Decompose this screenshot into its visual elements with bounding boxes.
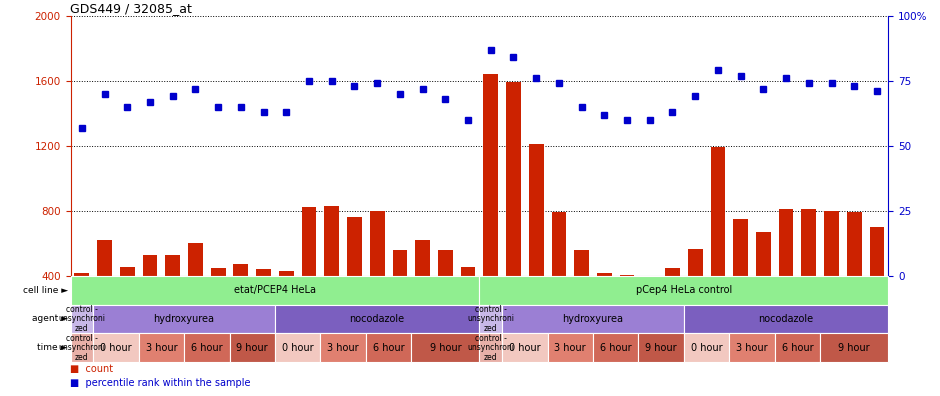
Text: 6 hour: 6 hour xyxy=(373,343,404,353)
Text: 9 hour: 9 hour xyxy=(646,343,677,353)
Bar xyxy=(143,255,157,341)
Bar xyxy=(184,333,229,362)
Bar xyxy=(711,147,726,341)
Bar xyxy=(502,333,547,362)
Bar xyxy=(729,333,775,362)
Bar xyxy=(93,305,274,333)
Text: ■  count: ■ count xyxy=(70,364,114,374)
Bar xyxy=(756,232,771,341)
Bar xyxy=(369,211,384,341)
Text: etat/PCEP4 HeLa: etat/PCEP4 HeLa xyxy=(234,285,316,295)
Text: cell line ►: cell line ► xyxy=(23,286,68,295)
Bar xyxy=(574,249,589,341)
Bar xyxy=(778,209,793,341)
Text: 9 hour: 9 hour xyxy=(430,343,462,353)
Bar xyxy=(820,333,888,362)
Bar xyxy=(479,276,888,305)
Text: control -
unsynchroni
zed: control - unsynchroni zed xyxy=(58,334,105,362)
Text: 0 hour: 0 hour xyxy=(691,343,722,353)
Text: control -
unsynchroni
zed: control - unsynchroni zed xyxy=(467,305,514,333)
Text: GDS449 / 32085_at: GDS449 / 32085_at xyxy=(70,2,193,15)
Bar xyxy=(479,333,502,362)
Bar xyxy=(479,305,502,333)
Bar xyxy=(683,333,729,362)
Bar xyxy=(529,144,543,341)
Bar xyxy=(233,264,248,341)
Text: 9 hour: 9 hour xyxy=(237,343,268,353)
Bar xyxy=(847,212,862,341)
Bar xyxy=(683,305,888,333)
Bar xyxy=(666,268,680,341)
Bar xyxy=(257,269,271,341)
Text: pCep4 HeLa control: pCep4 HeLa control xyxy=(635,285,732,295)
Bar xyxy=(302,208,317,341)
Bar xyxy=(70,276,479,305)
Bar xyxy=(165,255,180,341)
Text: control -
unsynchroni
zed: control - unsynchroni zed xyxy=(467,334,514,362)
Bar xyxy=(733,219,748,341)
Bar xyxy=(70,305,93,333)
Bar xyxy=(415,240,430,341)
Text: 0 hour: 0 hour xyxy=(282,343,313,353)
Bar xyxy=(461,267,476,341)
Text: hydroxyurea: hydroxyurea xyxy=(153,314,214,324)
Bar xyxy=(138,333,184,362)
Text: nocodazole: nocodazole xyxy=(350,314,405,324)
Bar xyxy=(412,333,479,362)
Text: 3 hour: 3 hour xyxy=(146,343,177,353)
Text: control -
unsynchroni
zed: control - unsynchroni zed xyxy=(58,305,105,333)
Bar xyxy=(321,333,366,362)
Text: agent ►: agent ► xyxy=(32,314,68,324)
Text: ■  percentile rank within the sample: ■ percentile rank within the sample xyxy=(70,378,251,388)
Bar xyxy=(70,333,93,362)
Bar xyxy=(870,227,885,341)
Bar xyxy=(347,217,362,341)
Text: 6 hour: 6 hour xyxy=(782,343,813,353)
Text: 3 hour: 3 hour xyxy=(327,343,359,353)
Text: 6 hour: 6 hour xyxy=(600,343,632,353)
Bar xyxy=(483,74,498,341)
Bar xyxy=(824,211,838,341)
Text: 6 hour: 6 hour xyxy=(191,343,223,353)
Text: 0 hour: 0 hour xyxy=(101,343,132,353)
Bar xyxy=(120,268,134,341)
Bar xyxy=(506,82,521,341)
Bar xyxy=(97,240,112,341)
Text: 9 hour: 9 hour xyxy=(838,343,870,353)
Bar xyxy=(438,249,453,341)
Text: nocodazole: nocodazole xyxy=(759,314,814,324)
Bar xyxy=(688,249,702,341)
Bar xyxy=(229,333,274,362)
Bar xyxy=(393,249,407,341)
Bar xyxy=(642,276,657,341)
Bar xyxy=(547,333,593,362)
Text: 3 hour: 3 hour xyxy=(555,343,586,353)
Bar xyxy=(775,333,820,362)
Bar xyxy=(593,333,638,362)
Text: 0 hour: 0 hour xyxy=(509,343,540,353)
Bar xyxy=(188,243,203,341)
Bar xyxy=(211,268,226,341)
Bar xyxy=(619,275,634,341)
Bar xyxy=(324,206,339,341)
Bar xyxy=(597,273,612,341)
Bar xyxy=(279,271,293,341)
Text: 3 hour: 3 hour xyxy=(736,343,768,353)
Bar xyxy=(638,333,683,362)
Bar xyxy=(274,333,321,362)
Bar xyxy=(552,212,566,341)
Text: time ►: time ► xyxy=(38,343,68,352)
Bar xyxy=(93,333,139,362)
Bar xyxy=(274,305,479,333)
Bar xyxy=(502,305,683,333)
Bar xyxy=(802,209,816,341)
Text: hydroxyurea: hydroxyurea xyxy=(562,314,623,324)
Bar xyxy=(74,273,89,341)
Bar xyxy=(366,333,412,362)
